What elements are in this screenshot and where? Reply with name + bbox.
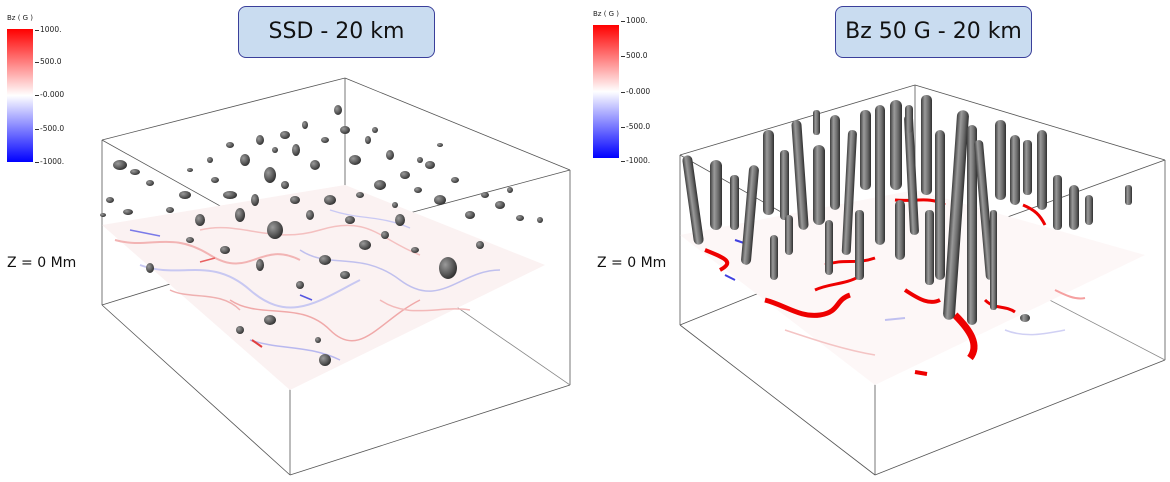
colorbar-tick: -0.000 <box>620 87 651 96</box>
colorbar-tick: 500.0 <box>34 57 62 66</box>
panel-bz50: Bz 50 G - 20 km Bz ( G ) 1000. 500.0 -0.… <box>585 0 1170 482</box>
panel-ssd: SSD - 20 km Bz ( G ) 1000. 500.0 -0.000 … <box>0 0 580 482</box>
panel-title-bz50: Bz 50 G - 20 km <box>835 6 1032 58</box>
colorbar-tick: -500.0 <box>620 122 651 131</box>
ssd-isosurfaces <box>100 105 543 366</box>
z0-magnetogram-plane <box>680 190 1145 385</box>
colorbar-gradient <box>593 25 619 158</box>
bz50-flux-tubes <box>682 95 1132 325</box>
z-level-label: Z = 0 Mm <box>597 255 667 271</box>
colorbar-tick: 1000. <box>620 16 648 25</box>
z-level-label: Z = 0 Mm <box>7 255 77 271</box>
colorbar-tick: -0.000 <box>34 90 65 99</box>
colorbar-gradient <box>7 29 33 162</box>
colorbar-tick: 1000. <box>34 25 62 34</box>
colorbar-title: Bz ( G ) <box>7 14 34 22</box>
colorbar-tick: -1000. <box>34 157 65 166</box>
colorbar-tick: 500.0 <box>620 51 648 60</box>
panel-title-ssd: SSD - 20 km <box>238 6 435 58</box>
ssd-3d-render <box>100 77 571 476</box>
colorbar-tick: -1000. <box>620 156 651 165</box>
colorbar-title: Bz ( G ) <box>593 10 620 18</box>
bz50-3d-render <box>679 84 1166 476</box>
colorbar-tick: -500.0 <box>34 124 65 133</box>
